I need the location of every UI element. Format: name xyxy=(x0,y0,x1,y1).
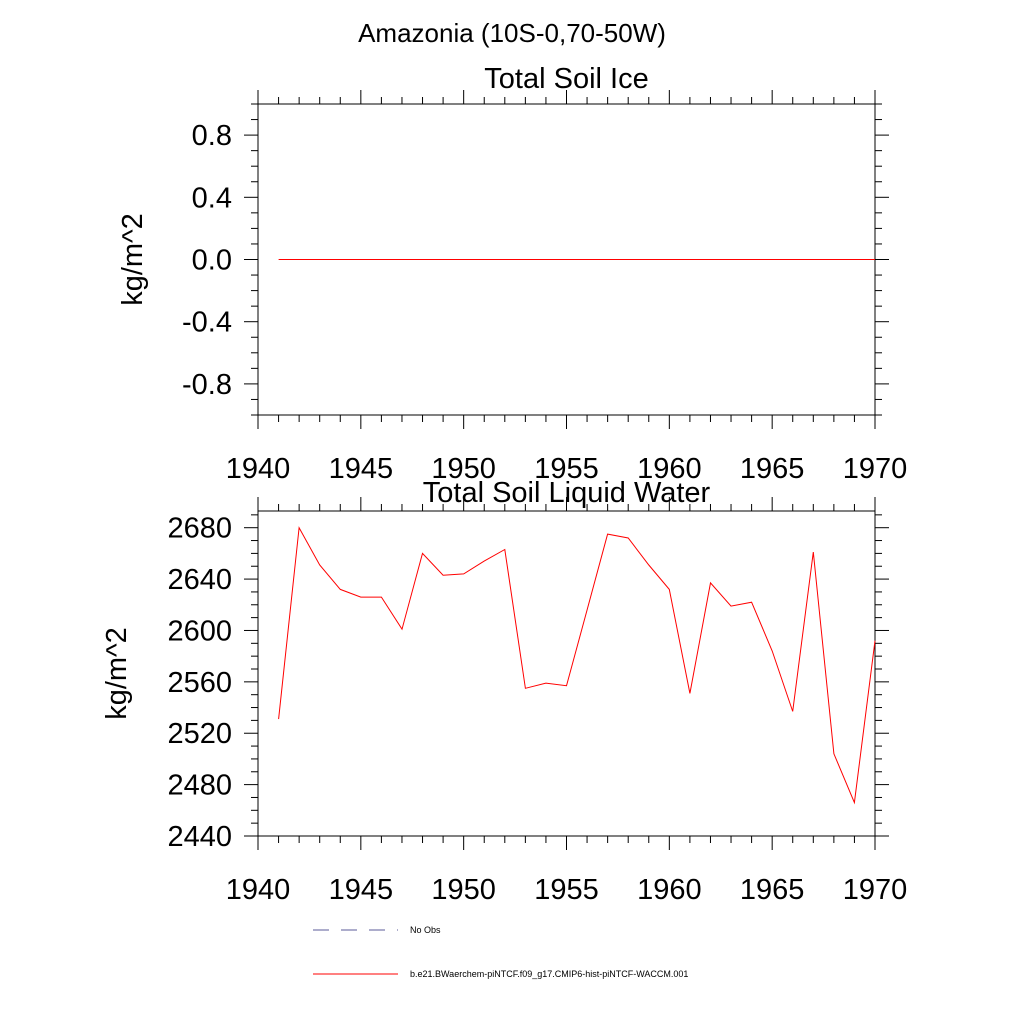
legend-obs-label: No Obs xyxy=(410,925,441,935)
y-tick-label: 2640 xyxy=(167,564,232,596)
x-tick-label: 1965 xyxy=(740,874,805,906)
x-tick-label: 1945 xyxy=(329,874,394,906)
legend: No Obs b.e21.BWaerchem-piNTCF.f09_g17.CM… xyxy=(313,925,688,979)
chart-title: Total Soil Ice xyxy=(484,63,648,95)
y-tick-label: 2680 xyxy=(167,513,232,545)
y-tick-label: 0.8 xyxy=(192,120,232,152)
y-tick-label: 2520 xyxy=(167,718,232,750)
x-tick-label: 1960 xyxy=(637,874,702,906)
chart-panel-soil-ice: Total Soil Ice kg/m^2 1940 1945 1950 1955 1960… xyxy=(117,63,907,485)
x-tick-label: 1945 xyxy=(329,453,394,485)
y-tick-label: 0.4 xyxy=(192,182,232,214)
y-axis-label: kg/m^2 xyxy=(101,627,133,720)
y-tick-label: 2480 xyxy=(167,770,232,802)
series-line xyxy=(278,526,876,805)
y-tick-label: 2600 xyxy=(167,615,232,647)
plot-frame xyxy=(257,510,876,837)
y-tick-label: 2560 xyxy=(167,667,232,699)
x-tick-label: 1965 xyxy=(740,453,805,485)
x-tick-label: 1955 xyxy=(534,874,599,906)
y-axis-label: kg/m^2 xyxy=(117,213,149,306)
x-tick-label: 1950 xyxy=(431,874,496,906)
x-tick-label: 1940 xyxy=(226,453,291,485)
y-tick-label: -0.8 xyxy=(182,369,232,401)
y-tick-label: -0.4 xyxy=(182,307,232,339)
x-tick-label: 1940 xyxy=(226,874,291,906)
x-tick-label: 1950 xyxy=(431,453,496,485)
figure-main-title: Amazonia (10S-0,70-50W) xyxy=(358,18,666,48)
x-tick-label: 1970 xyxy=(843,453,908,485)
legend-model-label: b.e21.BWaerchem-piNTCF.f09_g17.CMIP6-his… xyxy=(410,969,688,979)
y-tick-label: 2440 xyxy=(167,821,232,853)
x-tick-label: 1970 xyxy=(843,874,908,906)
x-tick-label: 1960 xyxy=(637,453,702,485)
x-tick-label: 1955 xyxy=(534,453,599,485)
y-tick-label: 0.0 xyxy=(192,245,232,277)
